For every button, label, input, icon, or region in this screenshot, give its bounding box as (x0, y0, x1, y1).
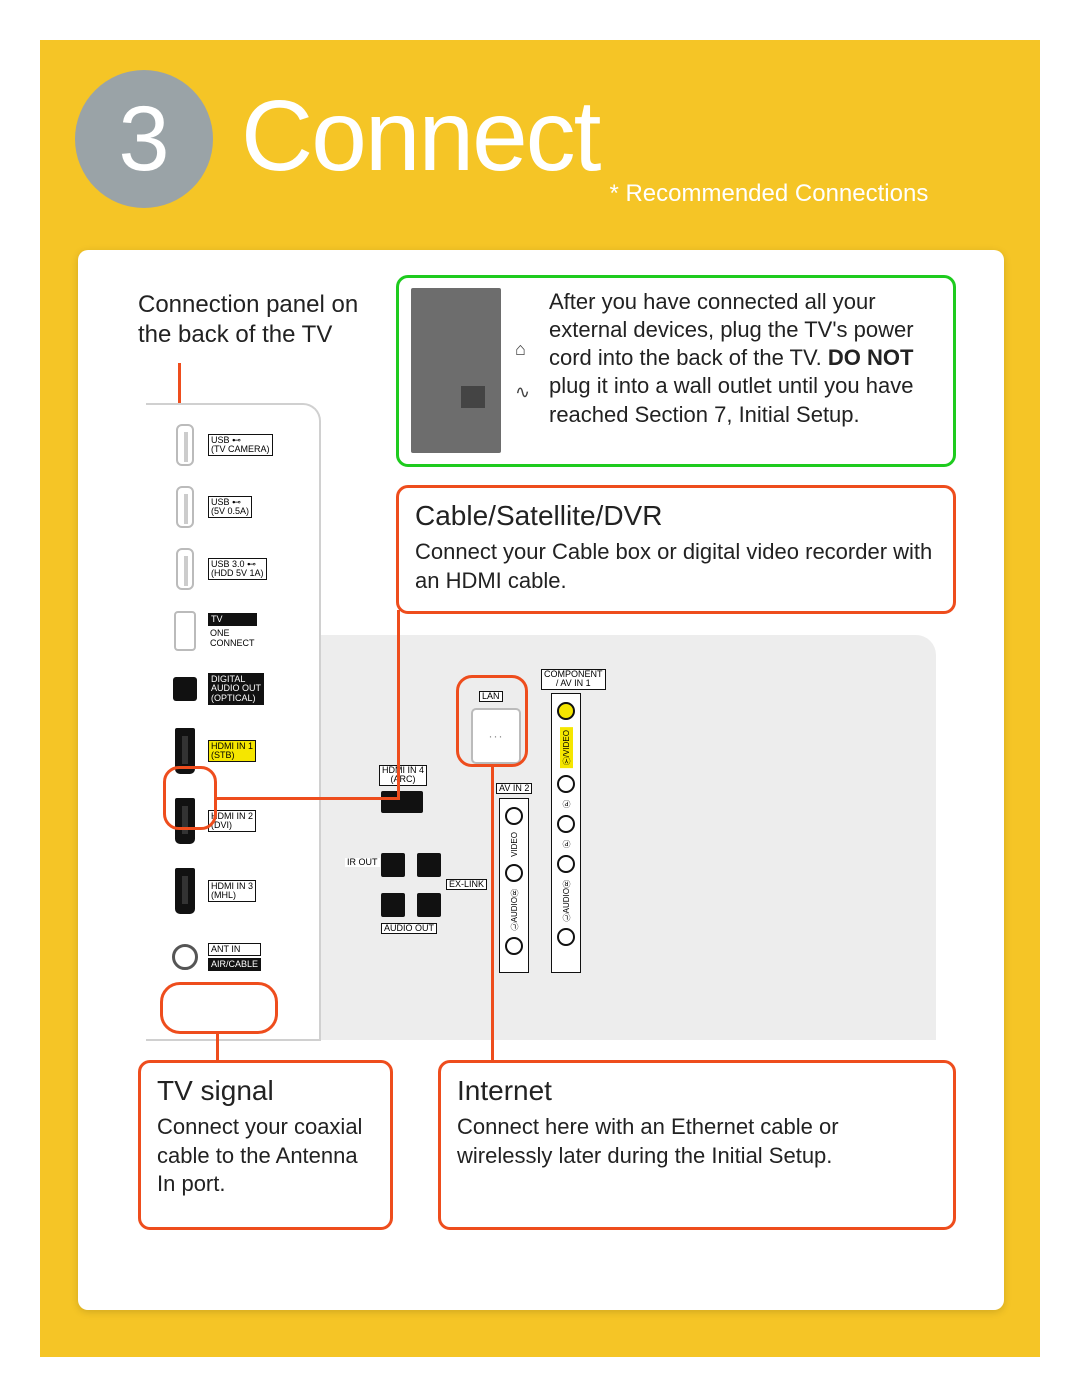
step-number: 3 (118, 87, 169, 192)
connection-panel-label: Connection panel on the back of the TV (138, 290, 358, 350)
av2-video-label: VIDEO (510, 832, 519, 857)
callout-cable-title: Cable/Satellite/DVR (415, 500, 937, 532)
warning-text-after: plug it into a wall outlet until you hav… (549, 373, 913, 426)
ant-in-label: ANT IN (208, 943, 261, 956)
hdmi4-port (381, 791, 423, 813)
leader-internet (491, 767, 494, 1062)
comp-audio-l-jack (557, 855, 575, 873)
callout-tv-body: Connect your coaxial cable to the Antenn… (157, 1113, 374, 1199)
usb-05a-row: USB ⊷ (5V 0.5A) (170, 479, 298, 535)
comp-pr-jack (557, 815, 575, 833)
content-card: Connection panel on the back of the TV ⌂… (78, 250, 1004, 1310)
leader-tv (216, 1034, 219, 1062)
vertical-port-panel: USB ⊷ (TV CAMERA) USB ⊷ (5V 0.5A) USB 3.… (146, 403, 321, 1041)
page-title: Connect (241, 79, 599, 194)
irout-port-1 (381, 853, 405, 877)
comp-pb-label: Ⓟ (561, 800, 572, 808)
callout-internet-body: Connect here with an Ethernet cable or w… (457, 1113, 937, 1170)
av2-audio-r-jack (505, 937, 523, 955)
usb3-row: USB 3.0 ⊷ (HDD 5V 1A) (170, 541, 298, 597)
page-background: 3 Connect * Recommended Connections Conn… (40, 40, 1040, 1357)
comp-audio-label: ⓁAUDIOⓇ (561, 880, 572, 921)
callout-cable-dvr: Cable/Satellite/DVR Connect your Cable b… (396, 485, 956, 614)
irout-label: IR OUT (345, 858, 380, 867)
leader-cable-h (217, 797, 397, 800)
page-header: 3 Connect * Recommended Connections (75, 70, 928, 208)
usb-camera-label: USB ⊷ (TV CAMERA) (208, 434, 273, 457)
optical-label: DIGITAL AUDIO OUT (OPTICAL) (208, 673, 264, 705)
power-plug-icon (461, 386, 485, 408)
tv-back-icon (411, 288, 501, 453)
component-strip: Ⓨ/VIDEO Ⓟ Ⓟ ⓁAUDIOⓇ (551, 693, 581, 973)
av2-video-jack (505, 807, 523, 825)
step-number-badge: 3 (75, 70, 213, 208)
hdmi3-row: HDMI IN 3 (MHL) (170, 859, 298, 923)
callout-tv-signal: TV signal Connect your coaxial cable to … (138, 1060, 393, 1230)
warning-icons: ⌂ ∿ (515, 288, 535, 454)
irout-port-2 (417, 853, 441, 877)
usb-05a-label: USB ⊷ (5V 0.5A) (208, 496, 252, 519)
tv-back-panel-bg: LAN HDMI IN 4 (ARC) IR OUT EX-LINK AUDIO… (321, 635, 936, 1040)
leader-cable-v (397, 610, 400, 800)
warning-do-not: DO NOT (828, 345, 914, 370)
antenna-port (172, 944, 198, 970)
one-connect-row: TV ONE CONNECT (170, 603, 298, 659)
callout-internet-title: Internet (457, 1075, 937, 1107)
ant-cable-label: AIR/CABLE (208, 958, 261, 971)
power-warning-box: ⌂ ∿ After you have connected all your ex… (396, 275, 956, 467)
hdmi3-port (175, 868, 195, 914)
power-warning-text: After you have connected all your extern… (549, 288, 941, 454)
usb3-label: USB 3.0 ⊷ (HDD 5V 1A) (208, 558, 267, 581)
callout-cable-body: Connect your Cable box or digital video … (415, 538, 937, 595)
component-label: COMPONENT / AV IN 1 (541, 669, 606, 690)
optical-port (173, 677, 197, 701)
audioout-port-r (417, 893, 441, 917)
av2-audio-l-jack (505, 864, 523, 882)
heat-icon: ∿ (515, 382, 535, 403)
audioout-port-l (381, 893, 405, 917)
callout-tv-title: TV signal (157, 1075, 374, 1107)
port-column: USB ⊷ (TV CAMERA) USB ⊷ (5V 0.5A) USB 3.… (170, 417, 298, 991)
optical-row: DIGITAL AUDIO OUT (OPTICAL) (170, 665, 298, 713)
hdmi3-label: HDMI IN 3 (MHL) (208, 880, 256, 903)
usb-05a-port (176, 486, 194, 528)
callout-internet: Internet Connect here with an Ethernet c… (438, 1060, 956, 1230)
audioout-label: AUDIO OUT (381, 923, 437, 934)
hdmi1-label: HDMI IN 1 (STB) (208, 740, 256, 763)
usb-camera-port (176, 424, 194, 466)
comp-audio-r-jack (557, 928, 575, 946)
usb3-port (176, 548, 194, 590)
ring-hdmi1 (163, 766, 217, 830)
ring-lan (456, 675, 528, 767)
ring-antenna (160, 982, 278, 1034)
one-connect-label: ONE CONNECT (208, 628, 257, 649)
do-not-plug-icon: ⌂ (515, 339, 535, 360)
comp-pr-label: Ⓟ (561, 840, 572, 848)
comp-y-jack (557, 702, 575, 720)
av2-audio-label: ⓁAUDIOⓇ (509, 889, 520, 930)
av2-label: AV IN 2 (496, 783, 532, 794)
one-connect-tv-label: TV (208, 613, 257, 626)
leader-panel-label (178, 363, 181, 403)
comp-video-label: Ⓨ/VIDEO (560, 727, 573, 768)
page-subtitle: * Recommended Connections (609, 180, 928, 208)
av2-strip: VIDEO ⓁAUDIOⓇ (499, 798, 529, 973)
hdmi4-label: HDMI IN 4 (ARC) (379, 765, 427, 786)
exlink-label: EX-LINK (446, 879, 487, 890)
usb-camera-row: USB ⊷ (TV CAMERA) (170, 417, 298, 473)
one-connect-port (174, 611, 196, 651)
comp-pb-jack (557, 775, 575, 793)
ant-row: ANT IN AIR/CABLE (170, 929, 298, 985)
